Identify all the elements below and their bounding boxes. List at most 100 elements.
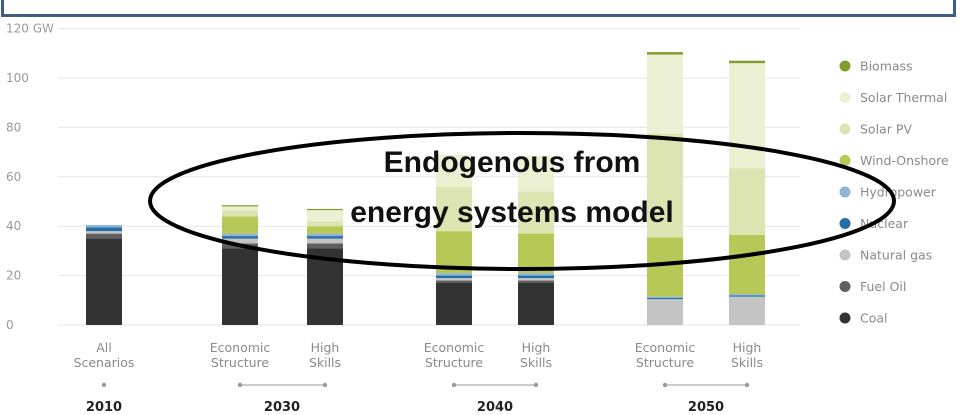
legend-label: Coal (860, 311, 888, 326)
bar-segment-hydropower (436, 273, 472, 276)
bar-segment-fuel-oil (86, 233, 122, 239)
legend-label: Wind-Onshore (860, 153, 949, 168)
bar-segment-natural-gas (518, 278, 554, 281)
bar-segment-hydropower (518, 273, 554, 276)
category-label: Structure (211, 355, 269, 370)
bar-segment-solar-thermal (647, 54, 683, 134)
bar-segment-biomass (307, 208, 343, 211)
category-label: Economic (210, 340, 271, 355)
y-tick-label: 80 (6, 120, 21, 134)
legend-label: Biomass (860, 59, 913, 74)
legend-label: Natural gas (860, 248, 932, 263)
legend-swatch (839, 92, 851, 103)
group-connector-dot (322, 382, 328, 388)
legend-swatch (839, 123, 851, 135)
bar-segment-solar-thermal (307, 210, 343, 222)
bar-segment-solar-thermal (729, 63, 765, 169)
group-connector-dot (101, 382, 107, 388)
y-tick-label: 0 (6, 318, 14, 332)
bar-segment-natural-gas (307, 238, 343, 244)
bar-segment-biomass (647, 52, 683, 55)
bar-segment-nuclear (729, 295, 765, 297)
legend-label: Nuclear (860, 216, 909, 231)
category-label: High (733, 340, 762, 355)
bar-segment-solar-pv (307, 221, 343, 227)
bar-segment-nuclear (436, 275, 472, 279)
bar-segment-hydropower (729, 294, 765, 296)
y-tick-label: 40 (6, 219, 21, 233)
category-label: Scenarios (74, 355, 135, 370)
bar-segment-hydropower (86, 224, 122, 228)
bar-segment-nuclear (86, 227, 122, 232)
legend-label: Hydropower (860, 185, 937, 200)
bar-segment-nuclear (222, 236, 258, 239)
legend-swatch (839, 60, 851, 72)
category-label: High (522, 340, 551, 355)
bar-segment-fuel-oil (436, 280, 472, 284)
legend-label: Solar Thermal (860, 90, 947, 105)
legend-swatch (839, 312, 851, 324)
bar-segment-natural-gas (222, 238, 258, 244)
year-label: 2040 (477, 400, 513, 415)
category-label: Structure (636, 355, 694, 370)
bar-segment-nuclear (647, 297, 683, 300)
annotation-text: Endogenous from (384, 146, 641, 179)
category-label: Skills (309, 355, 341, 370)
bar-segment-biomass (222, 205, 258, 207)
bar-segment-natural-gas (436, 278, 472, 281)
y-tick-label: 100 (6, 71, 29, 85)
bar-segment-wind-onshore (729, 234, 765, 295)
category-label: Economic (424, 340, 485, 355)
y-tick-label: 20 (6, 269, 21, 283)
group-connector-dot (237, 382, 243, 388)
bar-segment-solar-thermal (518, 155, 554, 192)
y-tick-label: 60 (6, 170, 21, 184)
year-label: 2010 (86, 400, 122, 415)
bar-segment-hydropower (647, 296, 683, 298)
group-connector-dot (662, 382, 668, 388)
legend-swatch (839, 186, 851, 198)
legend-swatch (839, 218, 851, 229)
bar-segment-solar-pv (729, 168, 765, 235)
bar-segment-solar-thermal (436, 154, 472, 187)
bar-segment-fuel-oil (307, 243, 343, 249)
bar-segment-wind-onshore (222, 216, 258, 234)
category-label: Economic (635, 340, 696, 355)
bar-segment-coal (222, 248, 258, 325)
category-label: Skills (520, 355, 552, 370)
bar-segment-coal (436, 283, 472, 325)
group-connector-dot (451, 382, 457, 388)
category-label: All (96, 340, 112, 355)
bar-segment-solar-pv (647, 133, 683, 238)
category-label: Structure (425, 355, 483, 370)
bar-segment-hydropower (222, 233, 258, 237)
annotation-text: energy systems model (350, 196, 673, 229)
legend-label: Solar PV (860, 122, 912, 137)
legend-swatch (839, 249, 851, 261)
bar-segment-nuclear (307, 236, 343, 239)
annotation-ellipse (148, 131, 896, 271)
group-connector-dot (533, 382, 539, 388)
bar-segment-coal (86, 238, 122, 325)
bar-segment-solar-pv (222, 210, 258, 217)
group-connector-dot (744, 382, 750, 388)
bar-segment-natural-gas (647, 299, 683, 325)
category-label: High (311, 340, 340, 355)
bar-segment-hydropower (307, 233, 343, 237)
legend-label: Fuel Oil (860, 279, 906, 294)
bar-segment-fuel-oil (518, 280, 554, 284)
bar-segment-coal (518, 283, 554, 325)
bar-segment-natural-gas (729, 296, 765, 325)
bar-segment-natural-gas (86, 231, 122, 234)
legend-swatch (839, 281, 851, 292)
bar-segment-solar-pv (518, 191, 554, 234)
year-label: 2050 (688, 400, 724, 415)
bar-segment-wind-onshore (647, 237, 683, 297)
bar-segment-solar-thermal (222, 206, 258, 211)
year-label: 2030 (264, 400, 300, 415)
bar-segment-nuclear (518, 275, 554, 279)
bar-segment-biomass (729, 60, 765, 64)
bar-segment-wind-onshore (307, 226, 343, 234)
bar-segment-wind-onshore (518, 233, 554, 274)
